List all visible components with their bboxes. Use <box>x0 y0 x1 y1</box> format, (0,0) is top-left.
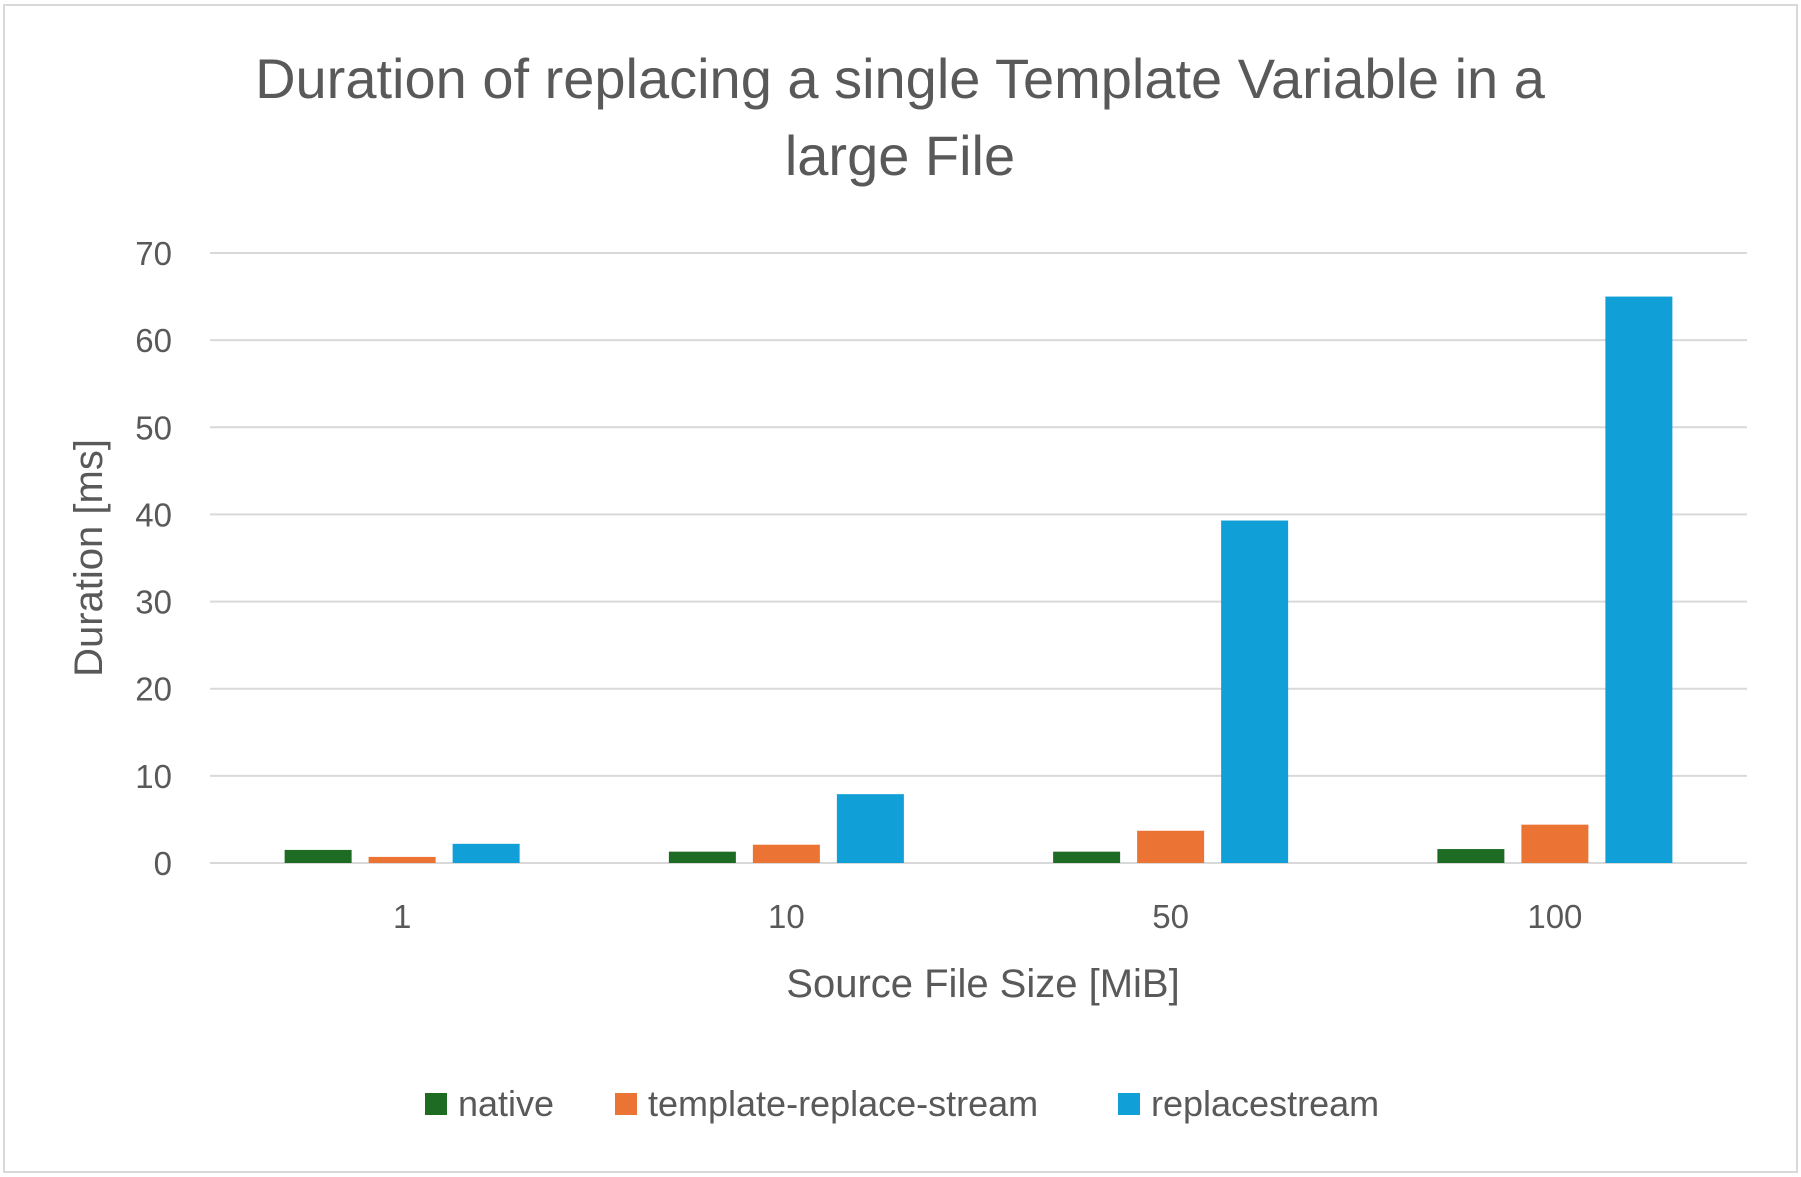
legend-label-template-replace-stream: template-replace-stream <box>648 1083 1038 1124</box>
bar-template-replace-stream-100 <box>1521 824 1589 863</box>
x-tick-label-10: 10 <box>768 898 805 935</box>
x-axis-label: Source File Size [MiB] <box>786 962 1179 1006</box>
bar-native-10 <box>668 851 736 863</box>
legend-swatch-replacestream <box>1118 1093 1140 1115</box>
x-axis-ticks: 1 10 50 100 <box>393 898 1582 935</box>
chart-frame <box>3 4 1798 1173</box>
bar-replacestream-50 <box>1221 520 1289 863</box>
legend-label-native: native <box>458 1083 554 1124</box>
x-tick-label-50: 50 <box>1152 898 1189 935</box>
y-tick-label-60: 60 <box>135 322 172 359</box>
y-tick-label-10: 10 <box>135 758 172 795</box>
y-axis-ticks: 0 10 20 30 40 50 60 70 <box>135 235 172 882</box>
chart-title: Duration of replacing a single Template … <box>255 47 1546 187</box>
y-tick-label-30: 30 <box>135 584 172 621</box>
y-tick-label-70: 70 <box>135 235 172 272</box>
legend-label-replacestream: replacestream <box>1151 1083 1379 1124</box>
x-tick-label-1: 1 <box>393 898 411 935</box>
bar-native-50 <box>1053 851 1121 863</box>
chart-title-line-1: Duration of replacing a single Template … <box>255 47 1546 110</box>
legend-swatch-native <box>425 1093 447 1115</box>
bars <box>284 296 1673 864</box>
y-tick-label-0: 0 <box>154 845 172 882</box>
bar-template-replace-stream-50 <box>1137 830 1205 863</box>
bar-template-replace-stream-1 <box>368 856 436 863</box>
bar-native-100 <box>1437 849 1505 863</box>
bar-replacestream-10 <box>836 794 904 863</box>
bar-template-replace-stream-10 <box>752 844 820 863</box>
grid-lines <box>210 252 1747 864</box>
y-tick-label-40: 40 <box>135 496 172 533</box>
x-tick-label-100: 100 <box>1527 898 1582 935</box>
bar-replacestream-100 <box>1605 296 1673 864</box>
y-tick-label-20: 20 <box>135 671 172 708</box>
y-axis-label: Duration [ms] <box>67 439 111 677</box>
legend: native template-replace-stream replacestre… <box>425 1083 1379 1124</box>
chart-title-line-2: large File <box>785 124 1015 187</box>
legend-swatch-template-replace-stream <box>615 1093 637 1115</box>
y-tick-label-50: 50 <box>135 409 172 446</box>
bar-native-1 <box>284 849 352 863</box>
bar-replacestream-1 <box>452 843 520 863</box>
